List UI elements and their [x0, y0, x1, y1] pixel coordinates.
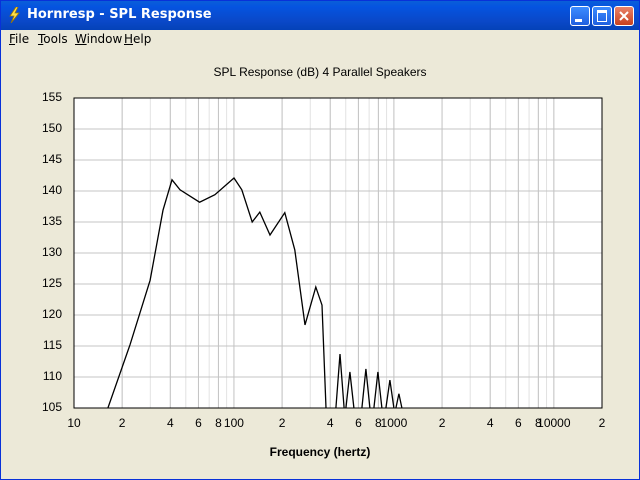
x-tick-label: 10: [67, 416, 81, 430]
x-tick-label: 8: [375, 416, 382, 430]
y-tick-label: 130: [42, 245, 62, 259]
y-tick-label: 105: [42, 400, 62, 414]
x-tick-label: 2: [599, 416, 606, 430]
app-icon: [9, 7, 20, 23]
x-tick-label: 10000: [537, 416, 571, 430]
y-tick-label: 110: [43, 369, 62, 383]
x-tick-label: 1000: [381, 416, 408, 430]
x-tick-label: 2: [439, 416, 446, 430]
spl-curve: [107, 177, 403, 409]
y-tick-label: 150: [42, 121, 62, 135]
y-tick-label: 115: [43, 338, 62, 352]
maximize-button[interactable]: [592, 6, 612, 26]
x-tick-label: 4: [167, 416, 174, 430]
x-tick-label: 4: [487, 416, 494, 430]
x-tick-label: 8: [215, 416, 222, 430]
x-tick-label: 6: [515, 416, 522, 430]
y-tick-label: 145: [42, 152, 62, 166]
x-tick-label: 6: [195, 416, 202, 430]
x-tick-label: 8: [535, 416, 542, 430]
x-tick-label: 4: [327, 416, 334, 430]
chart-title: SPL Response (dB) 4 Parallel Speakers: [214, 65, 427, 79]
menu-bar: File Tools Window Help: [1, 30, 639, 49]
title-bar: Hornresp - SPL Response: [1, 1, 639, 30]
plot-border: [73, 97, 603, 409]
window-title: Hornresp - SPL Response: [27, 7, 212, 22]
y-tick-label: 125: [42, 276, 62, 290]
y-tick-label: 155: [42, 90, 62, 104]
menu-item[interactable]: File: [9, 32, 30, 46]
y-tick-label: 135: [42, 214, 62, 228]
menu-item[interactable]: Help: [124, 32, 152, 46]
x-tick-label: 100: [224, 416, 244, 430]
menu-item[interactable]: Window: [75, 32, 123, 46]
x-tick-label: 2: [119, 416, 126, 430]
minimize-button[interactable]: [570, 6, 590, 26]
menu-item[interactable]: Tools: [38, 32, 68, 46]
x-tick-label: 2: [279, 416, 286, 430]
y-tick-label: 140: [42, 183, 62, 197]
y-tick-label: 120: [42, 307, 62, 321]
close-button[interactable]: [614, 6, 634, 26]
x-axis-label: Frequency (hertz): [270, 445, 371, 459]
x-tick-label: 6: [355, 416, 362, 430]
